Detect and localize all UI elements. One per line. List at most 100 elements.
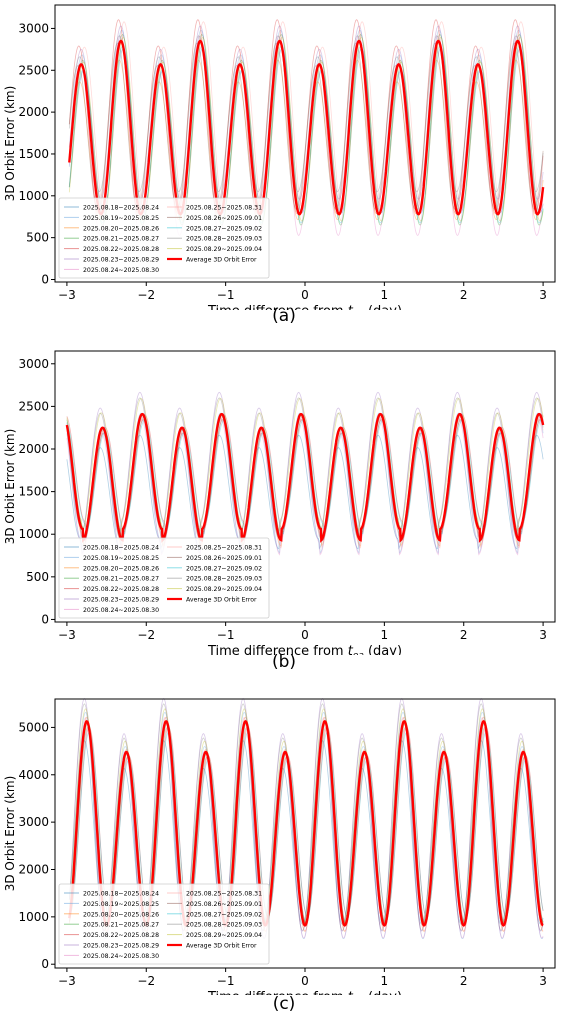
caption-b: (b): [271, 652, 297, 672]
y-tick-label: 1500: [18, 147, 49, 161]
chart-a: −3 −2 −1 0 1 2 3 0 500 1000 1500 2000 2500 3000 3D Orb…: [3, 4, 556, 321]
legend-label: 2025.08.21~2025.08.27: [83, 236, 159, 243]
legend-label: 2025.08.24~2025.08.30: [83, 607, 159, 614]
series-line: [68, 47, 544, 214]
legend-label: 2025.08.28~2025.09.03: [186, 236, 262, 243]
y-axis-label: 3D Orbit Error (km): [3, 776, 17, 892]
legend-label: 2025.08.23~2025.08.29: [83, 257, 159, 264]
series-line: [66, 418, 544, 556]
x-tick-label: −2: [137, 628, 155, 642]
legend-label: 2025.08.26~2025.09.01: [186, 555, 262, 562]
legend-label: 2025.08.25~2025.08.31: [186, 205, 262, 212]
x-tick-label: −1: [217, 628, 235, 642]
legend-label: 2025.08.29~2025.09.04: [186, 246, 262, 253]
y-tick-label: 0: [41, 957, 49, 971]
y-tick-label: 2500: [18, 63, 49, 77]
legend-label: 2025.08.20~2025.08.26: [83, 911, 159, 918]
legend-box: [58, 197, 270, 279]
x-tick-label: 2: [460, 974, 468, 988]
x-tick-label: 0: [301, 628, 309, 642]
y-tick-label: 5000: [18, 720, 49, 734]
legend-box: [58, 537, 270, 619]
series-line: [68, 19, 544, 215]
y-axis-label: 3D Orbit Error (km): [3, 86, 17, 202]
series-line: [68, 21, 544, 210]
x-tick-label: −3: [58, 288, 76, 302]
y-axis-label: 3D Orbit Error (km): [3, 429, 17, 545]
legend-label: 2025.08.18~2025.08.24: [83, 891, 159, 898]
caption-c: (c): [272, 994, 296, 1014]
legend-label: 2025.08.18~2025.08.24: [83, 205, 159, 212]
legend-box: [58, 883, 270, 965]
y-tick-label: 500: [26, 231, 49, 245]
series-lines: [66, 391, 544, 556]
y-tick-label: 1000: [18, 527, 49, 541]
x-tick-label: 1: [381, 288, 389, 302]
x-tick-label: 0: [301, 288, 309, 302]
average-line: [65, 412, 545, 543]
x-tick-label: 3: [539, 288, 547, 302]
series-line: [68, 33, 544, 226]
chart-panel-c: −3 −2 −1 0 1 2 3 0 1000 2000 3000 4000 5000 3D Orbit …: [0, 690, 568, 1024]
x-tick-label: −1: [217, 974, 235, 988]
legend-label: 2025.08.23~2025.08.29: [83, 597, 159, 604]
x-tick-label: 2: [460, 288, 468, 302]
y-tick-label: 1500: [18, 485, 49, 499]
legend-label: 2025.08.22~2025.08.28: [83, 246, 159, 253]
legend-label: 2025.08.25~2025.08.31: [186, 545, 262, 552]
legend-label: 2025.08.22~2025.08.28: [83, 586, 159, 593]
series-line: [66, 412, 544, 554]
y-tick-label: 2500: [18, 399, 49, 413]
series-line: [66, 434, 544, 550]
legend-label: 2025.08.19~2025.08.25: [83, 215, 159, 222]
chart-c: −3 −2 −1 0 1 2 3 0 1000 2000 3000 4000 5000 3D Orbit …: [3, 697, 556, 1007]
legend-label: 2025.08.22~2025.08.28: [83, 932, 159, 939]
series-line: [68, 45, 544, 224]
legend-label: 2025.08.21~2025.08.27: [83, 576, 159, 583]
y-tick-label: 0: [41, 612, 49, 626]
x-tick-label: −3: [58, 974, 76, 988]
x-tick-label: −1: [217, 288, 235, 302]
legend-label: Average 3D Orbit Error: [186, 943, 257, 950]
series-line: [66, 414, 544, 533]
legend-label: 2025.08.27~2025.09.02: [186, 225, 262, 232]
x-tick-label: 2: [460, 628, 468, 642]
legend-label: 2025.08.24~2025.08.30: [83, 953, 159, 960]
chart-panel-a: −3 −2 −1 0 1 2 3 0 500 1000 1500 2000 2500 3000 3D Orb…: [0, 0, 568, 345]
y-tick-label: 3000: [18, 21, 49, 35]
legend-label: 2025.08.19~2025.08.25: [83, 555, 159, 562]
legend-label: 2025.08.18~2025.08.24: [83, 545, 159, 552]
y-tick-label: 1000: [18, 189, 49, 203]
legend-label: 2025.08.20~2025.08.26: [83, 565, 159, 572]
chart-b: −3 −2 −1 0 1 2 3 0 500 1000 1500 2000 2500 3000 3D Orb…: [3, 350, 556, 661]
series-line: [68, 35, 544, 193]
caption-a: (a): [272, 306, 296, 326]
series-line: [68, 42, 544, 210]
legend-label: 2025.08.26~2025.09.01: [186, 215, 262, 222]
legend-label: 2025.08.28~2025.09.03: [186, 576, 262, 583]
legend-label: Average 3D Orbit Error: [186, 597, 257, 604]
y-tick-label: 2000: [18, 862, 49, 876]
series-line: [68, 36, 544, 222]
legend-label: Average 3D Orbit Error: [186, 257, 257, 264]
y-tick-label: 2000: [18, 442, 49, 456]
legend-label: 2025.08.29~2025.09.04: [186, 586, 262, 593]
x-tick-label: 1: [381, 628, 389, 642]
x-tick-label: −2: [137, 974, 155, 988]
y-tick-label: 500: [26, 570, 49, 584]
legend-label: 2025.08.27~2025.09.02: [186, 911, 262, 918]
average-line: [68, 39, 545, 216]
legend-label: 2025.08.28~2025.09.03: [186, 922, 262, 929]
x-tick-label: 3: [539, 974, 547, 988]
x-tick-label: 3: [539, 628, 547, 642]
x-tick-label: −2: [137, 288, 155, 302]
legend-label: 2025.08.19~2025.08.25: [83, 901, 159, 908]
y-tick-label: 3000: [18, 815, 49, 829]
x-tick-label: −3: [58, 628, 76, 642]
legend-label: 2025.08.24~2025.08.30: [83, 267, 159, 274]
legend-label: 2025.08.29~2025.09.04: [186, 932, 262, 939]
legend-label: 2025.08.20~2025.08.26: [83, 225, 159, 232]
y-tick-label: 2000: [18, 105, 49, 119]
y-tick-label: 3000: [18, 357, 49, 371]
legend-label: 2025.08.23~2025.08.29: [83, 943, 159, 950]
